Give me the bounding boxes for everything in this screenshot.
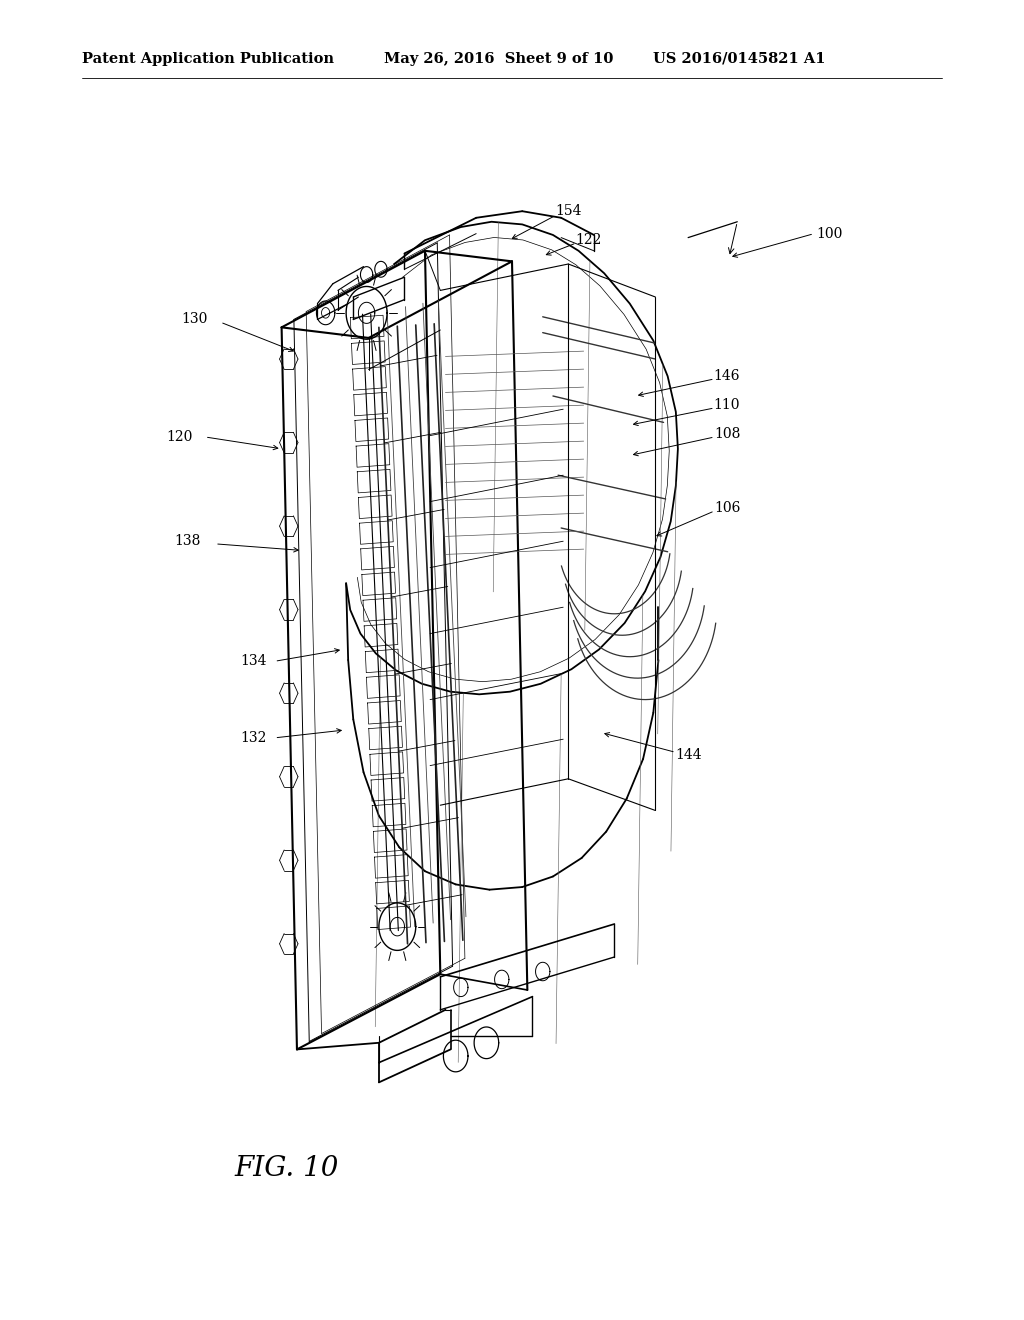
Text: 120: 120 [166, 430, 193, 444]
Text: 110: 110 [714, 399, 740, 412]
Text: May 26, 2016  Sheet 9 of 10: May 26, 2016 Sheet 9 of 10 [384, 51, 613, 66]
Text: 138: 138 [174, 535, 201, 548]
Text: 134: 134 [241, 655, 267, 668]
Text: 154: 154 [555, 205, 582, 218]
Text: 130: 130 [181, 313, 208, 326]
Text: 100: 100 [816, 227, 843, 240]
Text: US 2016/0145821 A1: US 2016/0145821 A1 [653, 51, 825, 66]
Text: 146: 146 [714, 370, 740, 383]
Text: 122: 122 [575, 234, 602, 247]
Text: Patent Application Publication: Patent Application Publication [82, 51, 334, 66]
Text: 108: 108 [714, 428, 740, 441]
Text: 132: 132 [241, 731, 267, 744]
Text: 106: 106 [714, 502, 740, 515]
Text: FIG. 10: FIG. 10 [234, 1155, 339, 1181]
Text: 144: 144 [675, 748, 701, 762]
